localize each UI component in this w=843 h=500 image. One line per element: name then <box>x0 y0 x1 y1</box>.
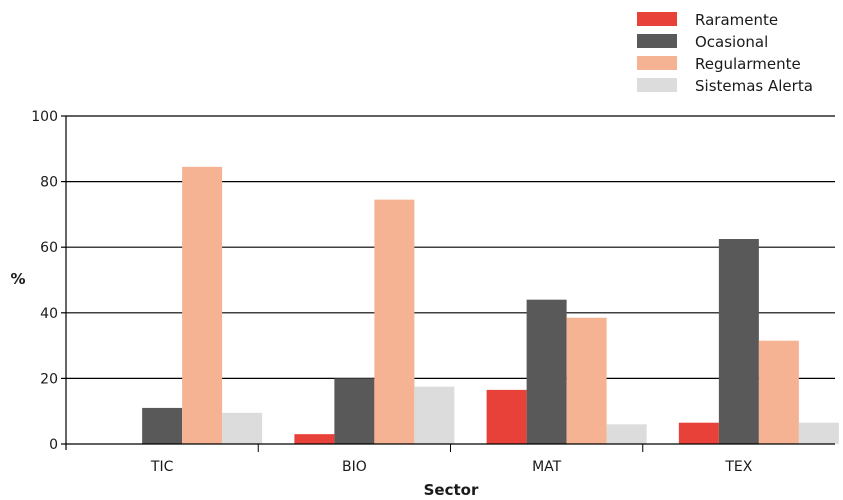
bar-sistemas-alerta-bio <box>414 386 455 444</box>
x-tick-label: BIO <box>342 459 367 475</box>
legend-swatch <box>637 34 677 48</box>
bar-sistemas-alerta-tic <box>222 412 263 444</box>
legend-swatch <box>637 78 677 92</box>
y-tick-label: 0 <box>49 437 58 453</box>
legend-label: Sistemas Alerta <box>695 77 813 95</box>
legend-swatch <box>637 56 677 70</box>
bar-regularmente-tic <box>182 166 223 444</box>
bar-ocasional-tic <box>142 407 183 444</box>
bar-raramente-mat <box>486 389 527 444</box>
y-tick-label: 100 <box>31 109 58 125</box>
y-tick-label: 20 <box>40 371 58 387</box>
x-tick-label: TIC <box>150 459 174 475</box>
bar-raramente-bio <box>294 434 335 444</box>
bar-sistemas-alerta-mat <box>606 424 647 444</box>
legend-swatch <box>637 12 677 26</box>
axes: 0 20 40 60 80 100 TIC BIO MAT TEX <box>31 109 835 475</box>
y-axis-title: % <box>10 270 25 288</box>
bar-raramente-tex <box>678 422 719 444</box>
legend: Raramente Ocasional Regularmente Sistemas A… <box>637 11 813 95</box>
bar-ocasional-bio <box>334 378 375 444</box>
bars <box>142 166 839 444</box>
x-axis-title: Sector <box>424 481 479 499</box>
x-tick-label: TEX <box>724 459 752 475</box>
bar-sistemas-alerta-tex <box>798 422 839 444</box>
legend-label: Ocasional <box>695 33 768 51</box>
bar-regularmente-bio <box>374 199 415 444</box>
y-tick-label: 40 <box>40 306 58 322</box>
bar-regularmente-mat <box>566 317 607 444</box>
y-tick-label: 60 <box>40 240 58 256</box>
legend-label: Regularmente <box>695 55 801 73</box>
y-tick-label: 80 <box>40 175 58 191</box>
legend-label: Raramente <box>695 11 778 29</box>
bar-ocasional-tex <box>718 239 759 444</box>
bar-ocasional-mat <box>526 299 567 444</box>
x-tick-label: MAT <box>532 459 562 475</box>
bar-regularmente-tex <box>758 340 799 444</box>
